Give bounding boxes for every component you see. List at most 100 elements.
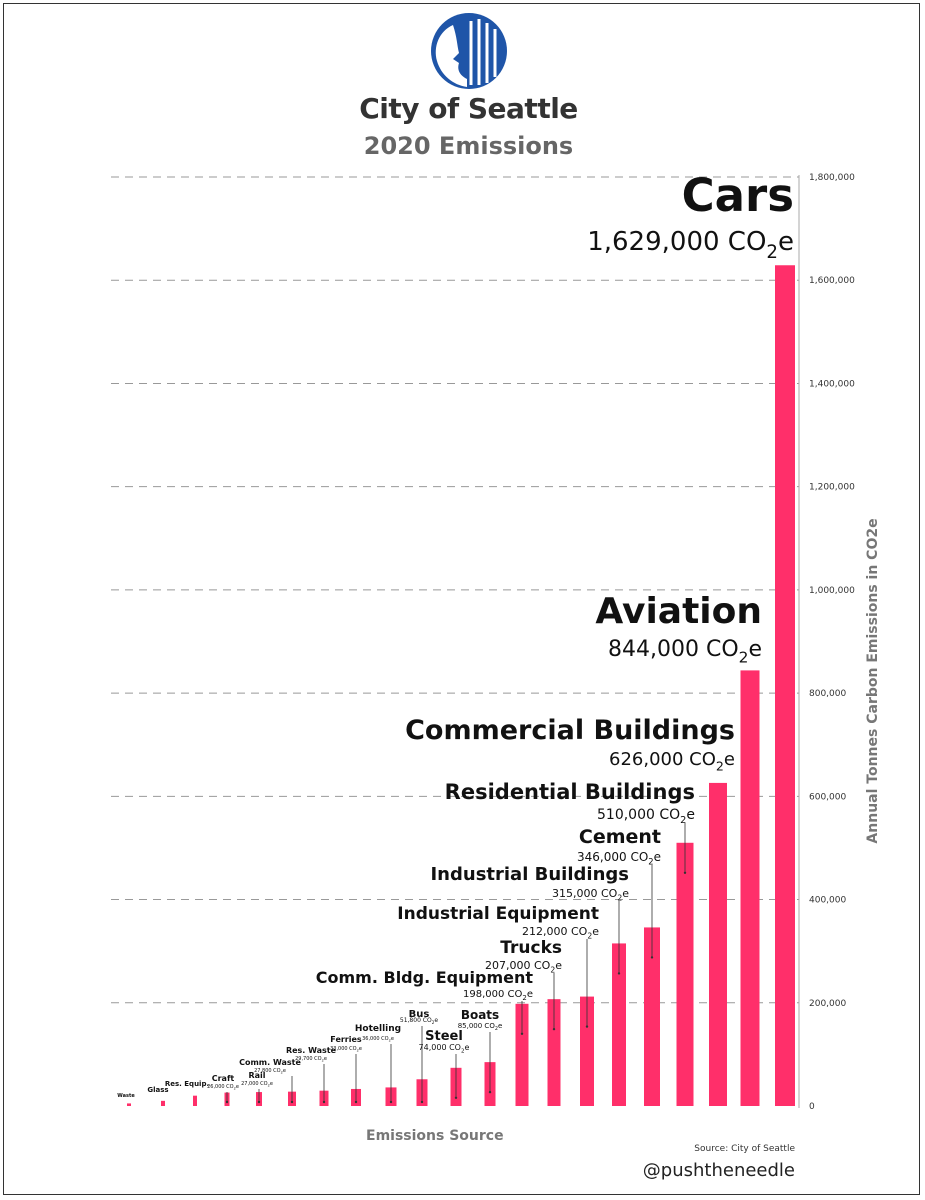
category-label: Res. Equip. xyxy=(165,1080,209,1088)
value-label: 27,000 CO2e xyxy=(241,1081,273,1088)
x-axis-label: Emissions Source xyxy=(366,1128,504,1144)
value-label: 85,000 CO2e xyxy=(458,1022,503,1032)
seal-lines xyxy=(469,19,497,85)
leader-dot xyxy=(520,1032,524,1036)
leader-dot xyxy=(389,1100,393,1104)
bar-trucks xyxy=(547,999,561,1106)
bar-cars xyxy=(775,265,795,1106)
bar-glass xyxy=(161,1100,165,1106)
seal-face xyxy=(435,25,467,87)
infographic-frame: 0 200,000 400,000 600,000 800,000 1,000,000 1,… xyxy=(3,3,920,1195)
leader-dot xyxy=(322,1100,326,1104)
category-label: Res. Waste xyxy=(286,1046,337,1055)
category-label: Commercial Buildings xyxy=(405,715,735,746)
bar-annotation: Cement 346,000 CO2e xyxy=(577,826,661,959)
category-label: Waste xyxy=(117,1093,135,1099)
y-tick-label: 200,000 xyxy=(809,999,846,1009)
value-label: 27,800 CO2e xyxy=(254,1068,286,1075)
category-label: Bus xyxy=(409,1009,430,1020)
value-label: 74,000 CO2e xyxy=(419,1043,470,1054)
category-label: Aviation xyxy=(595,591,762,632)
bar-commercial-buildings xyxy=(709,782,727,1106)
bar-annotation: Ferries 33,000 CO2e xyxy=(330,1035,362,1104)
bar-waste xyxy=(127,1103,131,1106)
city-title: City of Seattle xyxy=(359,92,578,125)
value-label: 33,000 CO2e xyxy=(330,1046,362,1053)
bar-annotation: Glass xyxy=(147,1086,168,1094)
category-label: Trucks xyxy=(500,938,562,958)
leader-dot xyxy=(552,1027,556,1031)
y-tick-label: 800,000 xyxy=(809,689,846,699)
category-label: Hotelling xyxy=(355,1024,401,1034)
emissions-chart: 0 200,000 400,000 600,000 800,000 1,000,000 1,… xyxy=(111,13,881,1112)
y-tick-label: 600,000 xyxy=(809,792,846,802)
y-tick-label: 1,400,000 xyxy=(809,379,855,389)
bar-comm-bldg-equipment xyxy=(515,1003,529,1106)
value-label: 198,000 CO2e xyxy=(463,989,533,1002)
value-label: 626,000 CO2e xyxy=(609,749,735,773)
bar-industrial-equipment xyxy=(580,996,594,1106)
category-label: Cement xyxy=(579,826,661,848)
value-label: 29,700 CO2e xyxy=(295,1056,327,1063)
y-tick-label: 400,000 xyxy=(809,896,846,906)
seattle-seal-icon xyxy=(431,13,507,89)
value-label: 315,000 CO2e xyxy=(552,887,629,902)
bar-residential-buildings xyxy=(676,842,694,1106)
bar-cement xyxy=(644,927,660,1106)
chart-subtitle: 2020 Emissions xyxy=(363,132,574,160)
y-tick-label: 0 xyxy=(809,1102,815,1112)
category-label: Residential Buildings xyxy=(445,780,695,804)
value-label: 212,000 CO2e xyxy=(522,925,599,940)
leader-dot xyxy=(650,956,654,959)
value-label: 346,000 CO2e xyxy=(577,850,661,867)
bar-res-equip- xyxy=(193,1095,197,1106)
bar-annotation: Industrial Buildings 315,000 CO2e xyxy=(430,864,629,975)
bar-annotation: Commercial Buildings 626,000 CO2e xyxy=(405,715,735,773)
category-label: Comm. Waste xyxy=(239,1058,301,1067)
category-label: Comm. Bldg. Equipment xyxy=(316,968,534,987)
bar-annotation: Cars 1,629,000 CO2e xyxy=(587,169,794,263)
bar-industrial-buildings xyxy=(612,943,626,1106)
source-note: Source: City of Seattle xyxy=(694,1144,795,1154)
leader-dot xyxy=(225,1100,229,1104)
leader-dot xyxy=(257,1100,261,1104)
y-tick-label: 1,600,000 xyxy=(809,276,855,286)
y-tick-label: 1,800,000 xyxy=(809,173,855,183)
category-label: Boats xyxy=(461,1008,499,1022)
leader-dot xyxy=(354,1100,358,1104)
y-axis-title: Annual Tonnes Carbon Emissions in CO2e xyxy=(865,518,881,843)
y-tick-label: 1,200,000 xyxy=(809,483,855,493)
leader-dot xyxy=(488,1090,492,1094)
leader-dot xyxy=(454,1096,458,1100)
value-label: 51,800 CO2e xyxy=(400,1017,439,1025)
value-label: 36,000 CO2e xyxy=(362,1036,394,1043)
leader-dot xyxy=(290,1100,294,1104)
value-label: 207,000 CO2e xyxy=(485,959,562,974)
category-label: Rail xyxy=(248,1071,265,1080)
leader-dot xyxy=(617,972,621,975)
value-label: 844,000 CO2e xyxy=(608,637,762,667)
category-label: Glass xyxy=(147,1086,168,1094)
bar-annotation: Comm. Bldg. Equipment 198,000 CO2e xyxy=(316,968,534,1036)
author-handle: @pushtheneedle xyxy=(642,1160,795,1181)
bar-annotation: Hotelling 36,000 CO2e xyxy=(355,1024,401,1104)
value-label: 26,000 CO2e xyxy=(207,1084,239,1091)
value-label: 1,629,000 CO2e xyxy=(587,227,794,263)
leader-dot xyxy=(585,1025,589,1028)
category-label: Cars xyxy=(682,169,794,222)
category-label: Steel xyxy=(425,1029,463,1044)
bar-aviation xyxy=(740,670,760,1106)
bar-annotation: Aviation 844,000 CO2e xyxy=(595,591,762,667)
leader-dot xyxy=(420,1100,424,1104)
bar-annotation: Res. Equip. xyxy=(165,1080,209,1088)
value-label: 510,000 CO2e xyxy=(597,807,695,826)
